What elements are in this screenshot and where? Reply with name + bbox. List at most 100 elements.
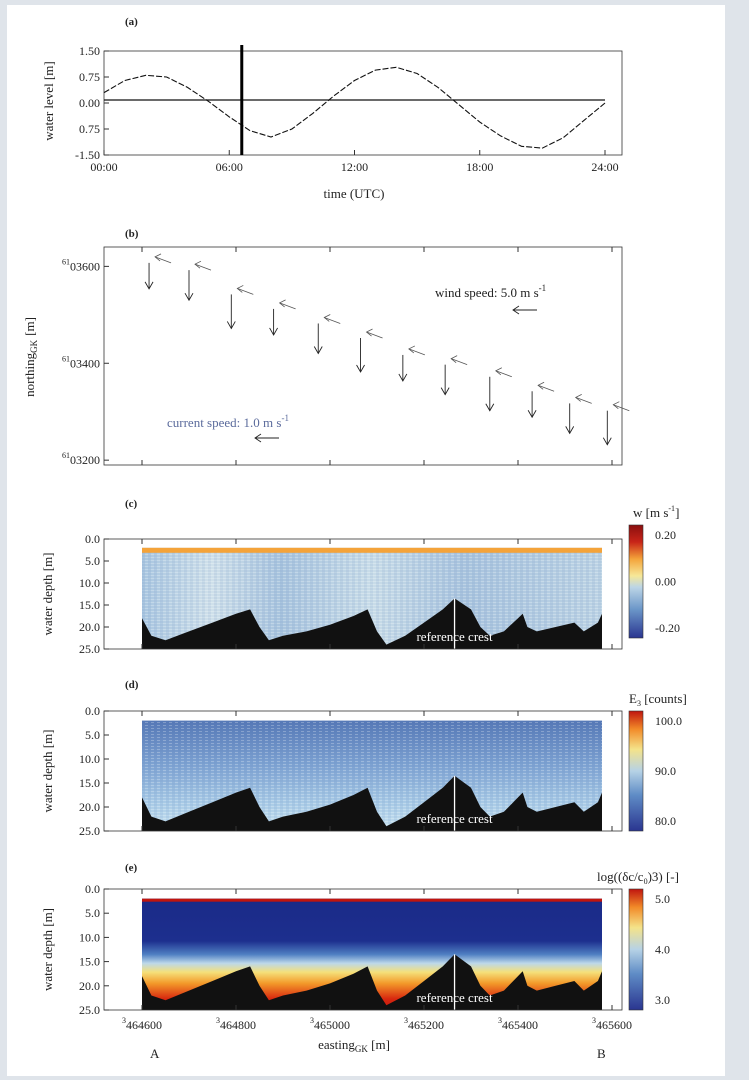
xlabel-unit: [m] (368, 1037, 390, 1052)
current-speed-text: current speed: 1.0 m s (167, 415, 281, 430)
ytick-label: 5.0 (85, 554, 100, 568)
station-vectors (440, 355, 468, 396)
figure-canvas: (a) 1.500.750.000.75-1.50 00:00 06:00 12:0… (22, 16, 687, 1061)
ytick-label: 20.0 (79, 620, 100, 634)
colorbar (628, 710, 644, 832)
station-vectors (527, 381, 555, 419)
colorbar-tick-label: 4.0 (655, 943, 670, 957)
ylabel-unit: [m] (22, 317, 37, 336)
panel-e-xlabel: eastingGK [m] (318, 1037, 390, 1054)
b-ytick-label: 6103400 (62, 354, 100, 370)
a-xtick-label: 24:00 (591, 160, 618, 174)
wind-arrow-head (154, 253, 162, 262)
wind-arrow (613, 404, 630, 412)
ytick-label: 25.0 (79, 642, 100, 656)
a-xtick-label: 12:00 (341, 160, 368, 174)
colorbar-title-exp: -1 (668, 504, 675, 513)
e-xtick-label: 3465600 (592, 1016, 632, 1032)
e-xtick-prefix: 3 (310, 1016, 314, 1025)
colorbar-title-sub: 3 (637, 699, 641, 708)
colorbar-tick-label: 3.0 (655, 993, 670, 1007)
panel-e: (e) reference crest 0.0 5.0 10.0 15.0 20.0 25.0… (40, 862, 679, 1017)
wind-arrow (537, 384, 555, 392)
e-xtick-prefix: 3 (498, 1016, 502, 1025)
wind-speed-text: wind speed: 5.0 m s (435, 285, 539, 300)
panel-a: (a) 1.50 0.75 0.00 0.75 -1.50 00:00 06:00 12:0… (41, 16, 623, 201)
surface-band (142, 547, 602, 553)
panel-a-xlabel: time (UTC) (323, 186, 384, 201)
b-ytick-label: 6103200 (62, 451, 100, 467)
colorbar-title-tail: [counts] (641, 691, 687, 706)
wind-arrow (408, 348, 425, 356)
colorbar-title: w [m s-1] (633, 504, 679, 520)
colorbar-title: log((δc/c0)3) [-] (597, 869, 679, 886)
wind-arrow-head (574, 394, 582, 402)
station-vectors (184, 260, 212, 302)
colorbar-title-main: w [m s (633, 505, 668, 520)
current-arrow-head (602, 437, 612, 446)
seabed-profile (142, 598, 602, 649)
wind-arrow (194, 263, 212, 271)
ytick-label: 20.0 (79, 800, 100, 814)
colorbar-tick-label: 0.00 (655, 575, 676, 589)
wind-arrow (495, 370, 512, 378)
current-arrow-head (565, 426, 575, 435)
e-xtick-label: 3464800 (216, 1016, 256, 1032)
colorbar-tick-label: 0.20 (655, 528, 676, 542)
wind-arrow (575, 397, 592, 404)
ylabel-sub: GK (29, 339, 39, 352)
colorbar-tick-label: -0.20 (655, 621, 680, 635)
current-scale-arrow (254, 433, 279, 443)
figure: (a) 1.50 0.75 0.00 0.75 -1.50 00:00 06:00 12:0… (7, 5, 725, 1076)
station-vectors (485, 367, 512, 412)
wind-arrow-head (612, 401, 620, 410)
current-arrow-head (485, 403, 495, 412)
reference-crest-label: reference crest (416, 811, 493, 826)
panel-ylabel: water depth [m] (40, 729, 55, 812)
panel-a-label: (a) (125, 16, 138, 28)
e-xtick-label: 3464600 (122, 1016, 162, 1032)
b-ytick-label: 6103600 (62, 257, 100, 273)
panel-axes (103, 710, 623, 832)
e-xtick-value: 465000 (314, 1018, 350, 1032)
colorbar-title-main: E (629, 691, 637, 706)
station-vectors (565, 394, 592, 435)
ytick-label: 15.0 (79, 955, 100, 969)
panel-b-axes (103, 246, 623, 466)
wind-arrow-head (365, 328, 373, 337)
wind-arrow-head (537, 381, 545, 390)
panel-a-ylabel: water level [m] (41, 61, 56, 140)
e-xtick-value: 464600 (126, 1018, 162, 1032)
wind-arrow-head (278, 299, 286, 308)
colorbar (628, 524, 644, 639)
e-xtick-label: 3465000 (310, 1016, 350, 1032)
current-arrow-head (398, 373, 408, 382)
panel-label: (c) (125, 498, 138, 510)
ytick-label: 0.0 (85, 704, 100, 718)
panel-ylabel: water depth [m] (40, 908, 55, 991)
wind-arrow-head (236, 285, 244, 293)
colorbar-tick-label: 90.0 (655, 764, 676, 778)
panel-c: (c) reference crest 0.0 5.0 10.0 15.0 20.0 25.0… (40, 498, 680, 656)
wind-arrow-head (408, 345, 416, 354)
panel-d: (d) reference crest 0.0 5.0 10.0 15.0 20.0 25.0… (40, 679, 687, 838)
xlabel-sub: GK (355, 1044, 368, 1054)
current-arrow-head (184, 292, 194, 302)
colorbar-tick-label: 100.0 (655, 714, 682, 728)
panel-label: (e) (125, 862, 138, 874)
e-xtick-label: 3465400 (498, 1016, 538, 1032)
a-ytick-label: -1.50 (75, 148, 100, 162)
b-ytick-prefix: 61 (62, 257, 70, 266)
current-arrow-head (527, 410, 537, 419)
a-xtick-label: 06:00 (216, 160, 243, 174)
seabed-profile (142, 775, 602, 831)
colorbar-title-tail: ] (675, 505, 679, 520)
ytick-label: 10.0 (79, 576, 100, 590)
colorbar (628, 888, 644, 1011)
current-speed-exp: -1 (281, 413, 289, 423)
wind-arrow-head (495, 367, 502, 376)
current-arrow-head (440, 387, 450, 396)
e-xtick-value: 465400 (502, 1018, 538, 1032)
reference-crest-label: reference crest (416, 990, 493, 1005)
